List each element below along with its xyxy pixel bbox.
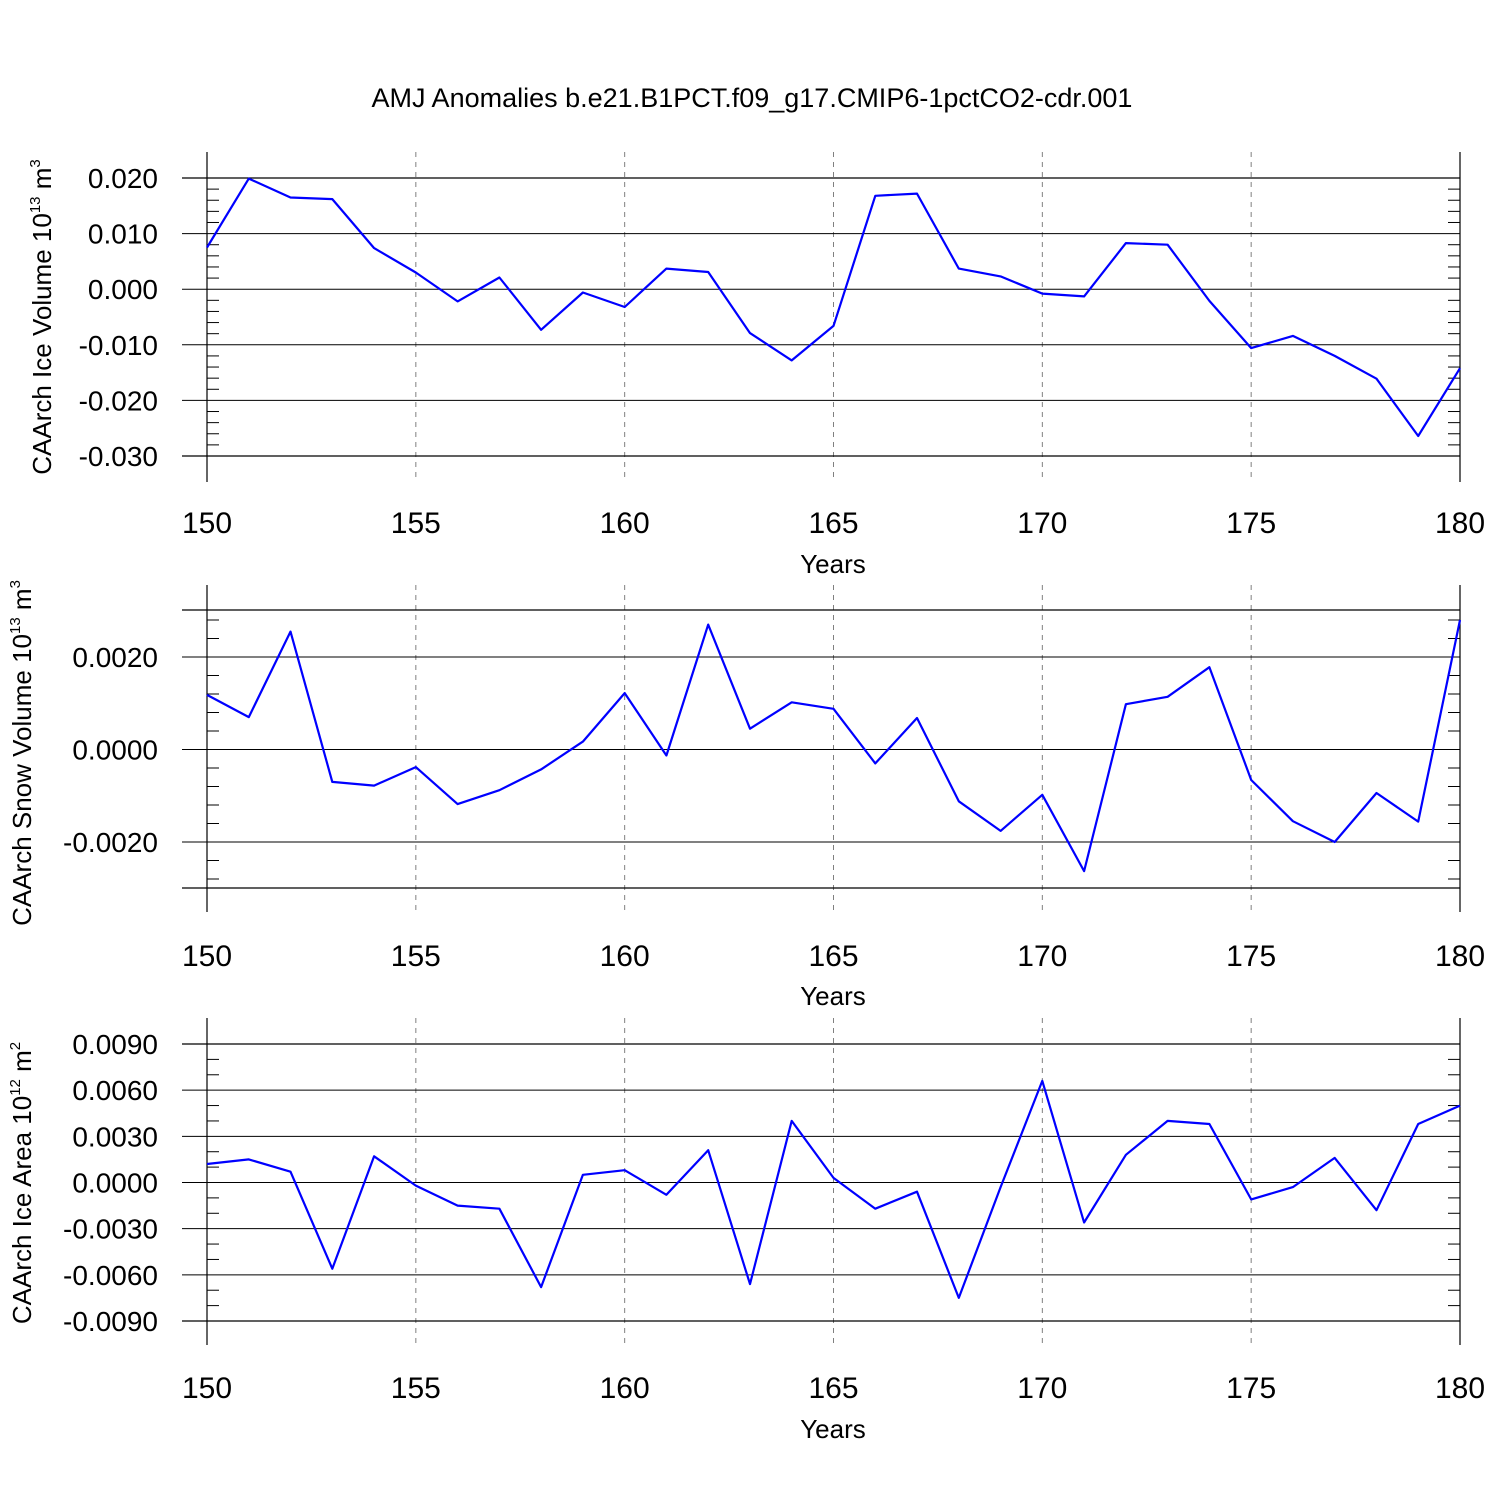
x-tick-label: 150 bbox=[182, 1372, 232, 1405]
y-tick-label: 0.0090 bbox=[72, 1029, 158, 1060]
y-tick-label: -0.0020 bbox=[63, 827, 158, 858]
x-axis-label: Years bbox=[800, 549, 866, 579]
y-tick-label: -0.010 bbox=[79, 330, 158, 361]
x-tick-label: 180 bbox=[1435, 507, 1485, 540]
series-line bbox=[206, 1079, 1461, 1300]
x-tick-label: 165 bbox=[808, 940, 858, 973]
y-tick-label: 0.000 bbox=[88, 274, 158, 305]
series-line bbox=[206, 177, 1461, 438]
y-tick-label: 0.020 bbox=[88, 163, 158, 194]
panel-ice-volume: 0.020 0.010 0.000 -0.010 -0.020 -0.030 150 155 1… bbox=[27, 152, 1485, 579]
x-tick-label: 175 bbox=[1226, 507, 1276, 540]
x-tick-label: 155 bbox=[391, 1372, 441, 1405]
x-tick-label: 175 bbox=[1226, 940, 1276, 973]
x-tick-label: 170 bbox=[1017, 940, 1067, 973]
chart-title: AMJ Anomalies b.e21.B1PCT.f09_g17.CMIP6-… bbox=[372, 83, 1133, 113]
y-tick-label: -0.020 bbox=[79, 385, 158, 416]
x-axis-label: Years bbox=[800, 1414, 866, 1444]
y-tick-label: 0.0000 bbox=[72, 735, 158, 766]
x-tick-label: 165 bbox=[808, 507, 858, 540]
y-tick-label: 0.0020 bbox=[72, 642, 158, 673]
y-tick-label: 0.0000 bbox=[72, 1168, 158, 1199]
y-tick-label: -0.0030 bbox=[63, 1214, 158, 1245]
x-tick-label: 170 bbox=[1017, 507, 1067, 540]
y-tick-label: 0.010 bbox=[88, 219, 158, 250]
y-tick-label: -0.0060 bbox=[63, 1260, 158, 1291]
x-tick-label: 180 bbox=[1435, 1372, 1485, 1405]
y-tick-label: -0.0090 bbox=[63, 1306, 158, 1337]
x-tick-label: 155 bbox=[391, 940, 441, 973]
x-tick-label: 150 bbox=[182, 507, 232, 540]
x-tick-label: 175 bbox=[1226, 1372, 1276, 1405]
x-tick-label: 160 bbox=[600, 507, 650, 540]
y-axis-label: CAArch Snow Volume 1013 m3 bbox=[7, 580, 37, 926]
x-tick-label: 170 bbox=[1017, 1372, 1067, 1405]
x-tick-label: 180 bbox=[1435, 940, 1485, 973]
x-tick-label: 160 bbox=[600, 940, 650, 973]
y-tick-label: 0.0030 bbox=[72, 1121, 158, 1152]
y-axis-label: CAArch Ice Area 1012 m2 bbox=[7, 1042, 37, 1324]
x-tick-label: 155 bbox=[391, 507, 441, 540]
panel-ice-area: 0.0090 0.0060 0.0030 0.0000 -0.0030 -0.0060 -0… bbox=[7, 1018, 1485, 1444]
y-tick-label: 0.0060 bbox=[72, 1075, 158, 1106]
x-tick-label: 160 bbox=[600, 1372, 650, 1405]
x-tick-label: 165 bbox=[808, 1372, 858, 1405]
x-tick-label: 150 bbox=[182, 940, 232, 973]
panel-snow-volume: 0.0020 0.0000 -0.0020 150 155 160 165 170 175 180… bbox=[7, 580, 1485, 1011]
y-tick-label: -0.030 bbox=[79, 441, 158, 472]
x-axis-label: Years bbox=[800, 981, 866, 1011]
y-axis-label: CAArch Ice Volume 1013 m3 bbox=[27, 159, 57, 475]
series-line bbox=[206, 619, 1462, 873]
